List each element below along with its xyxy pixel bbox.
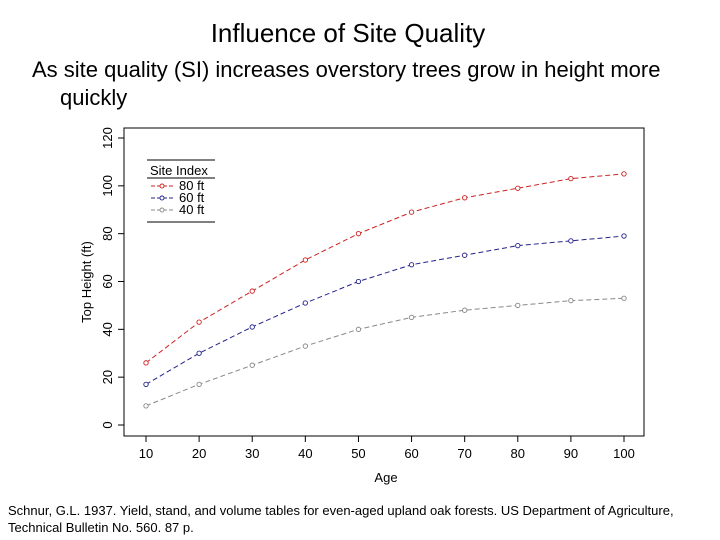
y-tick-label: 40 — [100, 322, 115, 336]
data-point — [515, 242, 521, 249]
y-tick-label: 100 — [100, 175, 115, 197]
x-tick-label: 10 — [139, 446, 153, 461]
data-point — [143, 360, 149, 366]
data-point — [462, 307, 468, 313]
data-point — [408, 314, 415, 321]
x-tick-label: 40 — [298, 446, 312, 461]
x-tick-label: 50 — [351, 446, 365, 461]
x-axis-label: Age — [374, 470, 397, 485]
y-tick-label: 20 — [100, 370, 115, 384]
y-axis-label: Top Height (ft) — [79, 241, 94, 323]
data-point — [355, 278, 362, 285]
data-point — [355, 326, 362, 332]
series-layer — [143, 171, 627, 409]
data-point — [568, 176, 574, 182]
x-tick-label: 30 — [245, 446, 259, 461]
y-tick-label: 120 — [100, 127, 115, 149]
y-tick-label: 80 — [100, 226, 115, 240]
data-point — [196, 350, 202, 356]
legend-title: Site Index — [150, 163, 208, 178]
x-tick-label: 100 — [613, 446, 635, 461]
series-60-ft — [143, 233, 627, 387]
data-point — [621, 171, 627, 177]
x-tick-label: 20 — [192, 446, 206, 461]
data-point — [621, 295, 627, 301]
data-point — [568, 238, 574, 244]
series-line — [145, 297, 625, 407]
legend-marker — [159, 195, 165, 201]
data-point — [515, 185, 521, 191]
x-axis: 10 20 30 40 50 60 70 80 90 100 — [139, 435, 635, 461]
x-tick-label: 90 — [564, 446, 578, 461]
data-point — [196, 319, 202, 325]
y-tick-label: 0 — [100, 421, 115, 428]
height-age-chart: 10 20 30 40 50 60 70 80 90 100 0 20 40 60 80 100 120 Si… — [79, 127, 645, 485]
data-point — [408, 262, 415, 268]
series-40-ft — [143, 295, 627, 409]
legend-marker — [159, 207, 165, 213]
data-point — [249, 362, 255, 368]
data-point — [143, 381, 149, 387]
data-point — [462, 195, 468, 201]
series-80-ft — [143, 171, 627, 366]
y-tick-label: 60 — [100, 274, 115, 288]
x-tick-label: 60 — [404, 446, 418, 461]
slide-title: Influence of Site Quality — [210, 18, 486, 48]
x-tick-label: 70 — [457, 446, 471, 461]
data-point — [621, 233, 627, 239]
citation-text: Schnur, G.L. 1937. Yield, stand, and vol… — [8, 503, 674, 535]
data-point — [302, 343, 308, 349]
data-point — [462, 252, 468, 258]
data-point — [196, 381, 202, 387]
data-point — [249, 324, 255, 330]
data-point — [568, 297, 574, 304]
bullet-text: As site quality (SI) increases overstory… — [32, 57, 661, 110]
legend-marker — [159, 183, 165, 189]
data-point — [302, 300, 308, 306]
legend-label: 40 ft — [179, 202, 205, 217]
data-point — [302, 257, 308, 263]
data-point — [143, 403, 149, 409]
legend-label: 80 ft — [179, 178, 205, 193]
legend-label: 60 ft — [179, 190, 205, 205]
data-point — [355, 231, 362, 237]
series-line — [145, 235, 625, 385]
y-axis: 0 20 40 60 80 100 120 — [100, 127, 125, 429]
data-point — [515, 302, 521, 309]
series-line — [145, 173, 625, 364]
x-tick-label: 80 — [511, 446, 525, 461]
data-point — [249, 288, 255, 294]
data-point — [408, 209, 415, 215]
